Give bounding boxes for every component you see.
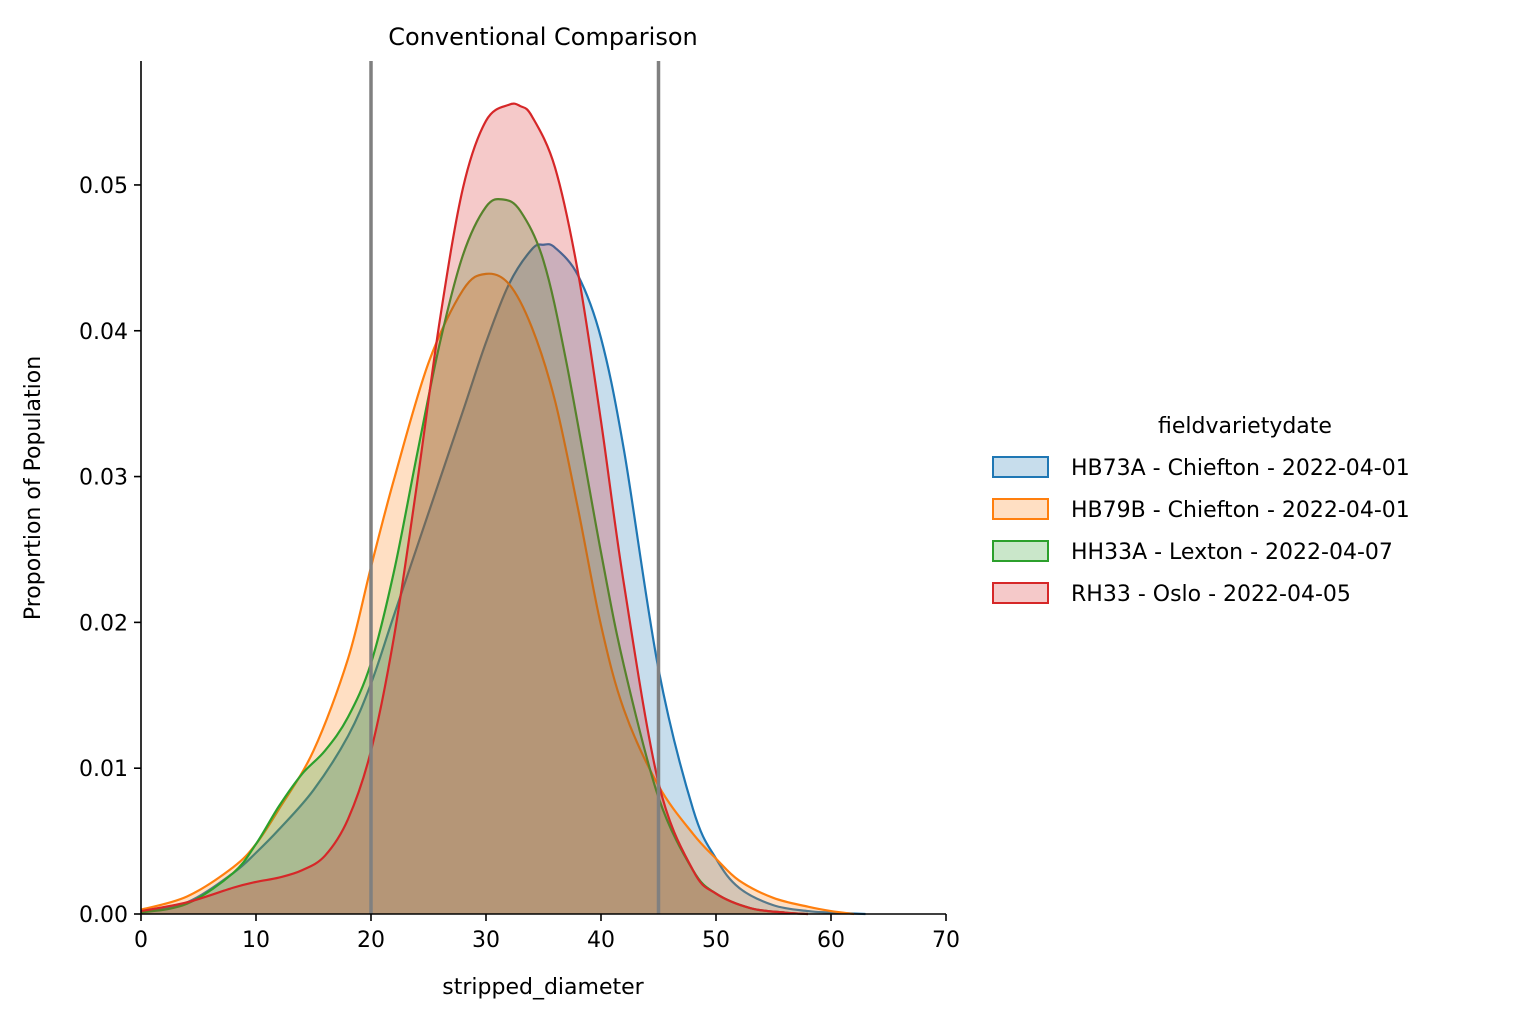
y-ticks: 0.00 0.01 0.02 0.03 0.04 0.05 [79,174,141,928]
series-area-3 [141,199,808,915]
legend-label-3: HH33A - Lexton - 2022-04-07 [1071,540,1393,565]
y-tick-label: 0.04 [79,320,128,345]
series-area-2 [141,273,854,914]
x-tick-label: 50 [702,928,730,953]
x-tick-label: 0 [134,928,148,953]
x-tick-label: 10 [242,928,270,953]
series-line-3 [140,197,809,916]
y-tick-label: 0.05 [79,174,128,199]
y-axis-label: Proportion of Population [21,356,46,620]
x-tick-label: 40 [587,928,615,953]
series-area-1 [141,244,866,915]
x-tick-label: 30 [472,928,500,953]
x-tick-label: 60 [817,928,845,953]
legend-label-2: HB79B - Chiefton - 2022-04-01 [1071,498,1410,523]
x-tick-label: 70 [932,928,960,953]
series-line-1 [140,243,866,916]
legend-title: fieldvarietydate [1158,414,1332,439]
legend-swatch-1 [992,456,1049,478]
legend-swatch-2 [992,498,1049,520]
legend-label-4: RH33 - Oslo - 2022-04-05 [1071,582,1351,607]
series-line-4 [140,102,809,916]
y-tick-label: 0.03 [79,466,128,491]
series-layer [140,102,866,916]
chart-title: Conventional Comparison [388,23,698,51]
series-area-4 [141,103,808,914]
legend-label-1: HB73A - Chiefton - 2022-04-01 [1071,456,1410,481]
x-ticks: 0 10 20 30 40 50 60 70 [134,914,960,953]
reference-lines [369,61,661,914]
x-tick-label: 20 [357,928,385,953]
axes [140,61,946,915]
y-tick-label: 0.02 [79,611,128,636]
y-tick-label: 0.01 [79,757,128,782]
x-axis-label: stripped_diameter [442,975,644,1000]
y-tick-label: 0.00 [79,903,128,928]
legend: fieldvarietydate HB73A - Chiefton - 2022… [992,414,1410,607]
legend-swatch-4 [992,582,1049,604]
legend-swatch-3 [992,540,1049,562]
